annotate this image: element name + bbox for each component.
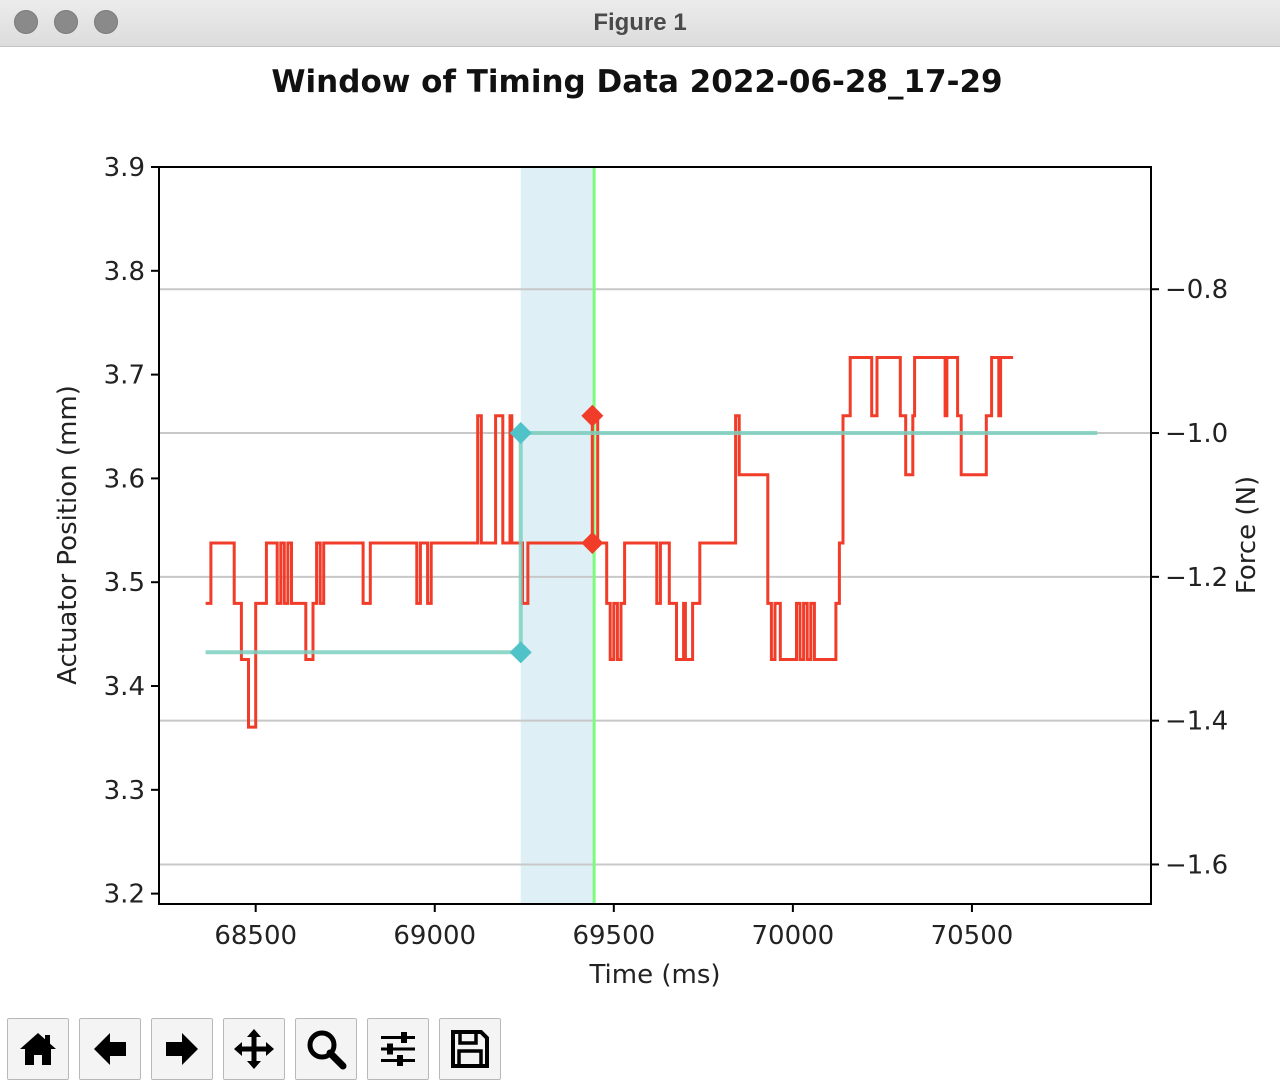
x-tick-label: 68500 xyxy=(214,921,297,951)
y-tick-label: 3.5 xyxy=(104,568,145,598)
series-line-1 xyxy=(205,356,1014,729)
data-marker xyxy=(581,404,604,427)
title-bar: Figure 1 xyxy=(0,0,1280,47)
plot-background xyxy=(159,167,1151,904)
y2-tick-label: −1.2 xyxy=(1165,563,1228,593)
y-tick-label: 3.4 xyxy=(104,672,145,702)
magnifier-icon xyxy=(307,1030,347,1070)
y2-tick-label: −0.8 xyxy=(1165,275,1228,305)
y-tick-label: 3.3 xyxy=(104,776,145,806)
move-icon xyxy=(234,1029,274,1069)
plot-frame xyxy=(158,166,1152,905)
x-tick-label: 70000 xyxy=(752,921,835,951)
x-tick-label: 69000 xyxy=(393,921,476,951)
figure-canvas: Window of Timing Data 2022-06-28_17-29 6… xyxy=(53,64,1262,990)
minimize-window-button[interactable] xyxy=(54,10,78,34)
y2-axis-label: Force (N) xyxy=(1232,476,1262,594)
navigation-toolbar xyxy=(0,1014,1280,1080)
data-marker xyxy=(581,532,604,555)
home-icon xyxy=(20,1033,56,1065)
arrow-right-icon xyxy=(166,1033,198,1065)
data-marker xyxy=(509,641,532,664)
y-tick-label: 3.6 xyxy=(104,464,145,494)
zoom-button[interactable] xyxy=(295,1018,357,1080)
y-tick-label: 3.8 xyxy=(104,257,145,287)
save-button[interactable] xyxy=(439,1018,501,1080)
chart-title: Window of Timing Data 2022-06-28_17-29 xyxy=(271,64,1002,100)
x-tick-label: 70500 xyxy=(931,921,1014,951)
y-tick-label: 3.9 xyxy=(104,153,145,183)
pan-button[interactable] xyxy=(223,1018,285,1080)
zoom-window-button[interactable] xyxy=(94,10,118,34)
y-axis-label: Actuator Position (mm) xyxy=(53,385,83,685)
y-tick-label: 3.2 xyxy=(104,880,145,910)
shaded-region xyxy=(520,167,595,904)
home-button[interactable] xyxy=(7,1018,69,1080)
x-tick-label: 69500 xyxy=(572,921,655,951)
back-button[interactable] xyxy=(79,1018,141,1080)
y2-tick-label: −1.0 xyxy=(1165,419,1228,449)
data-marker xyxy=(509,422,532,445)
floppy-disk-icon xyxy=(451,1030,489,1068)
y2-tick-label: −1.4 xyxy=(1165,707,1228,737)
sliders-icon xyxy=(381,1032,415,1066)
plot-area: 68500 69000 69500 70000 70500 3.2 3.3 3.4 3.5 3.6… xyxy=(104,153,1229,951)
close-window-button[interactable] xyxy=(14,10,38,34)
y2-tick-label: −1.6 xyxy=(1165,850,1228,880)
arrow-left-icon xyxy=(94,1033,126,1065)
window-title: Figure 1 xyxy=(593,9,687,36)
x-axis-label: Time (ms) xyxy=(588,960,720,990)
configure-subplots-button[interactable] xyxy=(367,1018,429,1080)
forward-button[interactable] xyxy=(151,1018,213,1080)
y-tick-label: 3.7 xyxy=(104,361,145,391)
